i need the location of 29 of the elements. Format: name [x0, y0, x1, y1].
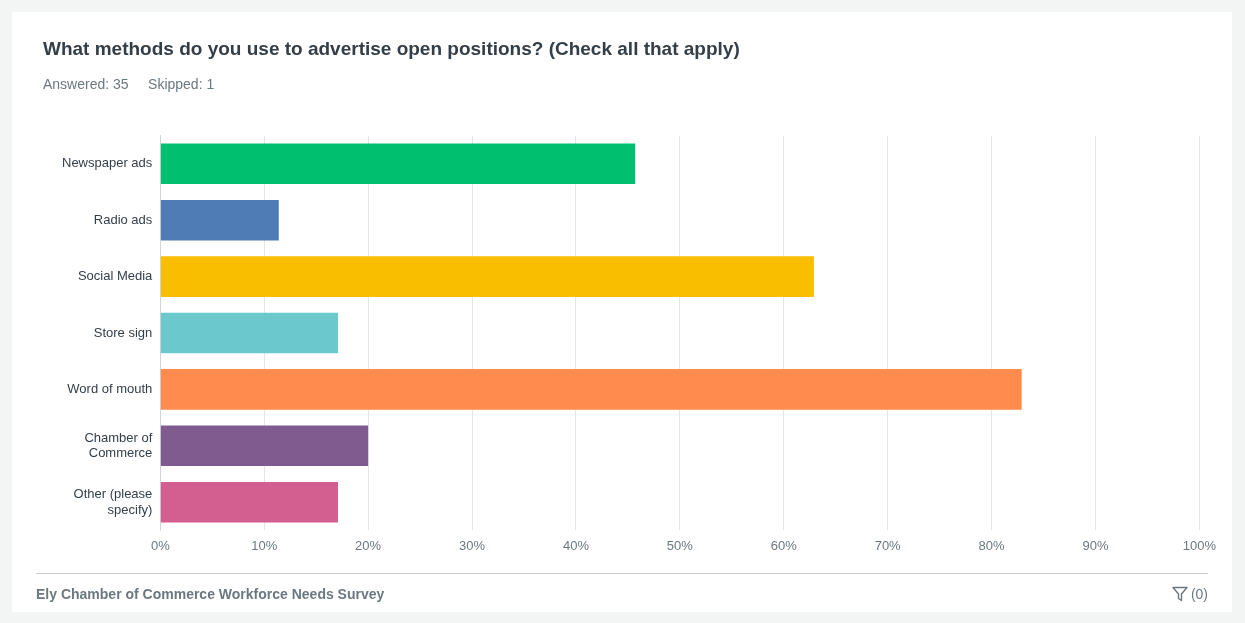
x-tick-label: 100% [1182, 537, 1217, 553]
x-tick-label: 20% [355, 537, 382, 553]
x-tick-label: 40% [562, 537, 590, 553]
chart-subtitle: Answered: 35 Skipped: 1 [43, 76, 215, 92]
x-tick-label: 30% [459, 537, 486, 553]
text: (0) [1190, 586, 1208, 602]
bar [160, 143, 636, 185]
bar [160, 199, 279, 241]
y-tick-label: Other (please specify) [73, 485, 153, 517]
x-tick-label: 70% [874, 537, 902, 553]
x-tick-label: 60% [770, 537, 798, 553]
bar [160, 256, 814, 297]
y-tick-label: Store sign [93, 324, 153, 340]
y-tick-label: Word of mouth [67, 380, 153, 396]
x-tick-label: 80% [978, 537, 1006, 553]
y-tick-label: Newspaper ads [62, 155, 153, 171]
x-tick-label: 10% [251, 537, 278, 553]
bar [160, 369, 1022, 410]
y-tick-label: Social Media [77, 268, 154, 284]
y-tick-label: Chamber of Commerce [84, 429, 153, 461]
y-tick-label: Radio ads [93, 211, 153, 227]
text: Ely Chamber of Commerce Workforce Needs Survey [36, 586, 385, 602]
x-tick-label: 90% [1082, 537, 1109, 553]
bar [160, 425, 369, 467]
x-tick-label: 50% [666, 537, 694, 553]
x-tick-label: 0% [150, 537, 171, 553]
bar [160, 312, 338, 354]
bar [160, 481, 338, 523]
chart-title: What methods do you use to advertise open positions? (Check all that apply) [43, 38, 740, 60]
